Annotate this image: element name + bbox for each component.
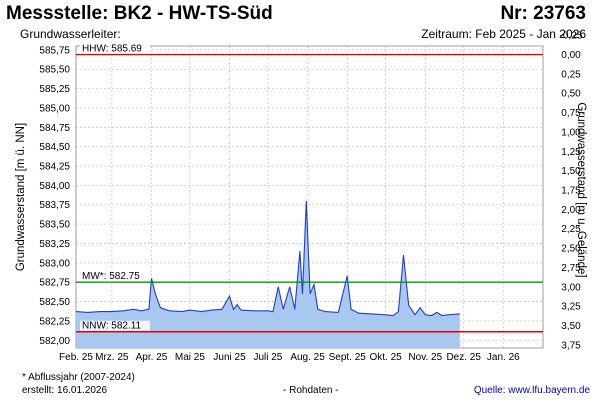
right-y-tick-label: 0,50: [561, 89, 581, 100]
series-area-layer: [75, 200, 460, 348]
aquifer-label: Grundwasserleiter:: [20, 27, 121, 41]
right-y-tick-label: 2,00: [561, 205, 581, 216]
right-y-tick-label: 0,25: [561, 69, 581, 80]
right-y-tick-label: 3,00: [561, 282, 581, 293]
x-tick-label: Nov. 25: [408, 352, 442, 363]
right-y-tick-label: 1,00: [561, 127, 581, 138]
left-y-tick-label: 583,25: [39, 239, 70, 250]
left-y-tick-label: 585,50: [39, 65, 70, 76]
left-y-tick-label: 583,50: [39, 220, 70, 231]
left-y-tick-label: 583,00: [39, 258, 70, 269]
time-range-label: Zeitraum: Feb 2025 - Jan 2026: [421, 27, 586, 41]
chart-title: Messstelle: BK2 - HW-TS-Süd: [6, 3, 273, 24]
nnw-label: NNW: 582.11: [82, 321, 142, 332]
left-y-tick-label: 584,00: [39, 181, 70, 192]
right-y-tick-label: 0,75: [561, 108, 581, 119]
x-tick-label: Okt. 25: [370, 352, 403, 363]
left-y-tick-label: 585,75: [39, 45, 70, 56]
hhw-label: HHW: 585.69: [82, 44, 142, 55]
right-y-tick-labels: -0,25 0,00 0,25 0,50 0,75 1,00 1,25 1,50 1,75 2,0…: [560, 31, 583, 352]
left-y-axis-label: Grundwasserstand [m ü. NN]: [15, 123, 27, 271]
left-y-tick-label: 582,75: [39, 278, 70, 289]
series-line: [75, 200, 460, 317]
reference-lines: HHW: 585.69 MW*: 582.75 NNW: 582.11: [76, 43, 543, 333]
source-link[interactable]: Quelle: www.lfu.bayern.de: [473, 385, 590, 396]
mw-label-bg: [80, 271, 150, 282]
raw-data-note: - Rohdaten -: [283, 385, 339, 396]
right-y-tick-label: 1,75: [561, 186, 581, 197]
mw-label: MW*: 582.75: [82, 271, 140, 282]
station-number: Nr: 23763: [500, 3, 586, 24]
left-y-tick-label: 582,50: [39, 297, 70, 308]
left-y-tick-labels: 585,75 585,50 585,25 585,00 584,75 584,50 584,…: [39, 45, 70, 346]
x-tick-label: Aug. 25: [290, 352, 325, 363]
left-y-tick-label: 585,25: [39, 84, 70, 95]
right-y-tick-label: 1,25: [561, 147, 581, 158]
x-tick-label: Juli 25: [253, 352, 282, 363]
x-tick-label: Mai 25: [175, 352, 205, 363]
right-y-tick-label: 0,00: [561, 50, 581, 61]
x-tick-label: Apr. 25: [136, 352, 168, 363]
hhw-label-bg: [80, 43, 150, 54]
right-y-tick-label: 3,75: [561, 340, 581, 351]
right-y-tick-label: 3,50: [561, 321, 581, 332]
x-tick-label: Mrz. 25: [95, 352, 129, 363]
right-y-tick-label: 2,75: [561, 263, 581, 274]
nnw-label-bg: [80, 320, 150, 331]
right-y-tick-label: 1,50: [561, 166, 581, 177]
x-tick-labels: Feb. 25 Mrz. 25 Apr. 25 Mai 25 Juni 25 Juli 2…: [59, 352, 520, 363]
right-y-tick-label: 2,50: [561, 244, 581, 255]
left-y-tick-label: 584,75: [39, 123, 70, 134]
right-y-tick-label: 3,25: [561, 302, 581, 313]
left-y-tick-label: 583,75: [39, 200, 70, 211]
right-y-axis-label: Grundwasserstand [m u. Gelände]: [575, 102, 587, 277]
x-tick-label: Juni 25: [213, 352, 246, 363]
left-y-tick-label: 582,25: [39, 316, 70, 327]
x-tick-label: Feb. 25: [59, 352, 93, 363]
right-y-tick-label: 2,25: [561, 224, 581, 235]
left-y-tick-label: 582,00: [39, 336, 70, 347]
x-tick-label: Jan. 26: [487, 352, 520, 363]
left-y-tick-label: 584,50: [39, 142, 70, 153]
x-tick-label: Dez. 25: [446, 352, 481, 363]
footnote: * Abflussjahr (2007-2024): [22, 372, 135, 383]
x-tick-label: Sept. 25: [329, 352, 367, 363]
left-y-tick-label: 584,25: [39, 162, 70, 173]
created-date: erstellt: 16.01.2026: [22, 385, 108, 396]
right-y-tick-label: -0,25: [560, 31, 583, 42]
left-y-tick-label: 585,00: [39, 103, 70, 114]
